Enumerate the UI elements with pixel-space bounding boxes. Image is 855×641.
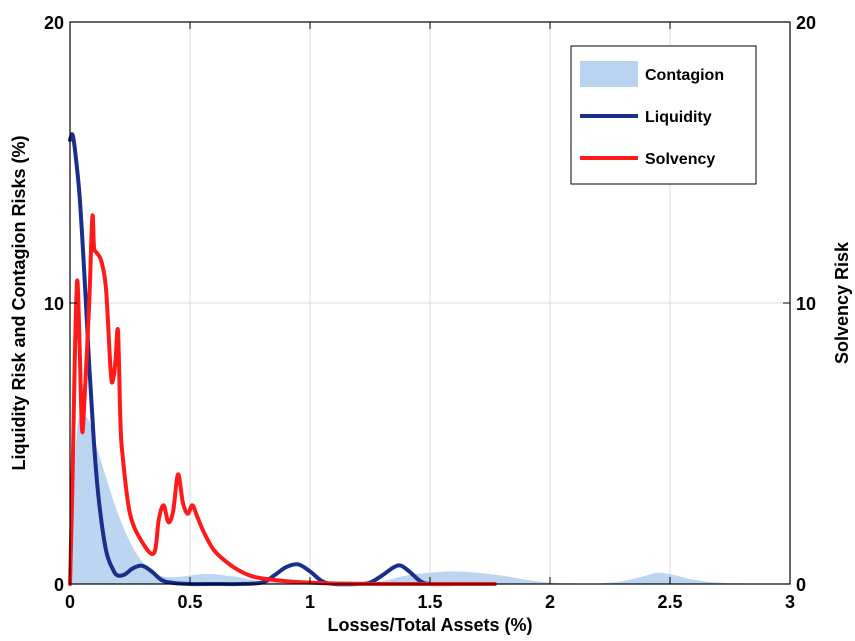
x-tick-label: 2	[545, 592, 555, 612]
x-tick-label: 3	[785, 592, 795, 612]
grid	[70, 22, 790, 584]
x-tick-label: 0.5	[177, 592, 202, 612]
legend-label-contagion: Contagion	[645, 67, 724, 84]
x-axis-label: Losses/Total Assets (%)	[327, 615, 532, 635]
y-tick-label-left: 0	[54, 575, 64, 595]
x-tick-label: 1.5	[417, 592, 442, 612]
y-tick-label-right: 10	[796, 294, 816, 314]
y-tick-label-left: 20	[44, 13, 64, 33]
y-tick-label-left: 10	[44, 294, 64, 314]
legend-label-liquidity: Liquidity	[645, 109, 712, 126]
legend-swatch-contagion	[580, 61, 638, 87]
y-tick-label-right: 0	[796, 575, 806, 595]
y-axis-label-left: Liquidity Risk and Contagion Risks (%)	[9, 135, 29, 470]
y-axis-label-right: Solvency Risk	[832, 241, 852, 364]
legend-label-solvency: Solvency	[645, 151, 715, 168]
series-solvency-line	[68, 213, 497, 587]
x-tick-label: 0	[65, 592, 75, 612]
x-tick-label: 2.5	[657, 592, 682, 612]
y-tick-label-right: 20	[796, 13, 816, 33]
x-tick-label: 1	[305, 592, 315, 612]
legend: Contagion Liquidity Solvency	[570, 45, 757, 185]
